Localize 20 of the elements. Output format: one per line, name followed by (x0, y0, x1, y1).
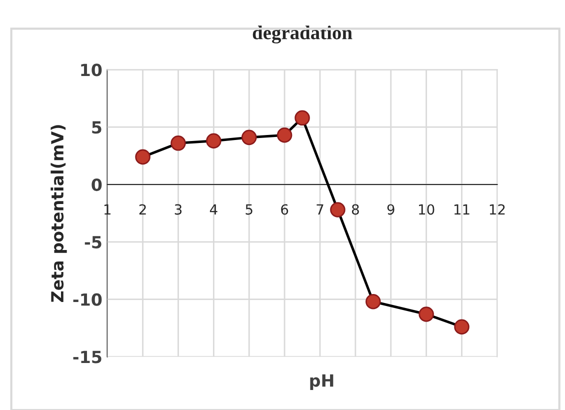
x-tick-label: 11 (454, 204, 470, 214)
x-tick-label: 8 (352, 204, 359, 215)
x-tick-label: 3 (174, 204, 182, 215)
x-tick-label: 7 (316, 204, 324, 214)
x-tick-label: 10 (419, 204, 434, 215)
y-tick-label: 5 (92, 121, 102, 134)
x-tick-label: 12 (490, 204, 505, 214)
y-tick-label: 10 (81, 64, 102, 76)
y-tick-label: 0 (92, 178, 102, 192)
x-tick-label: 4 (210, 204, 218, 214)
y-tick-label: -5 (84, 236, 102, 248)
x-tick-label: 6 (281, 204, 288, 215)
x-tick-label: 2 (139, 204, 146, 214)
x-axis-title: pH (310, 374, 334, 390)
y-tick-label: -15 (73, 350, 102, 364)
y-axis-title: Zeta potential(mV) (50, 125, 67, 302)
x-tick-label: 9 (387, 204, 394, 215)
y-tick-label: -10 (73, 293, 102, 306)
chart-title: degradation (252, 26, 352, 44)
x-tick-label: 5 (246, 204, 252, 215)
